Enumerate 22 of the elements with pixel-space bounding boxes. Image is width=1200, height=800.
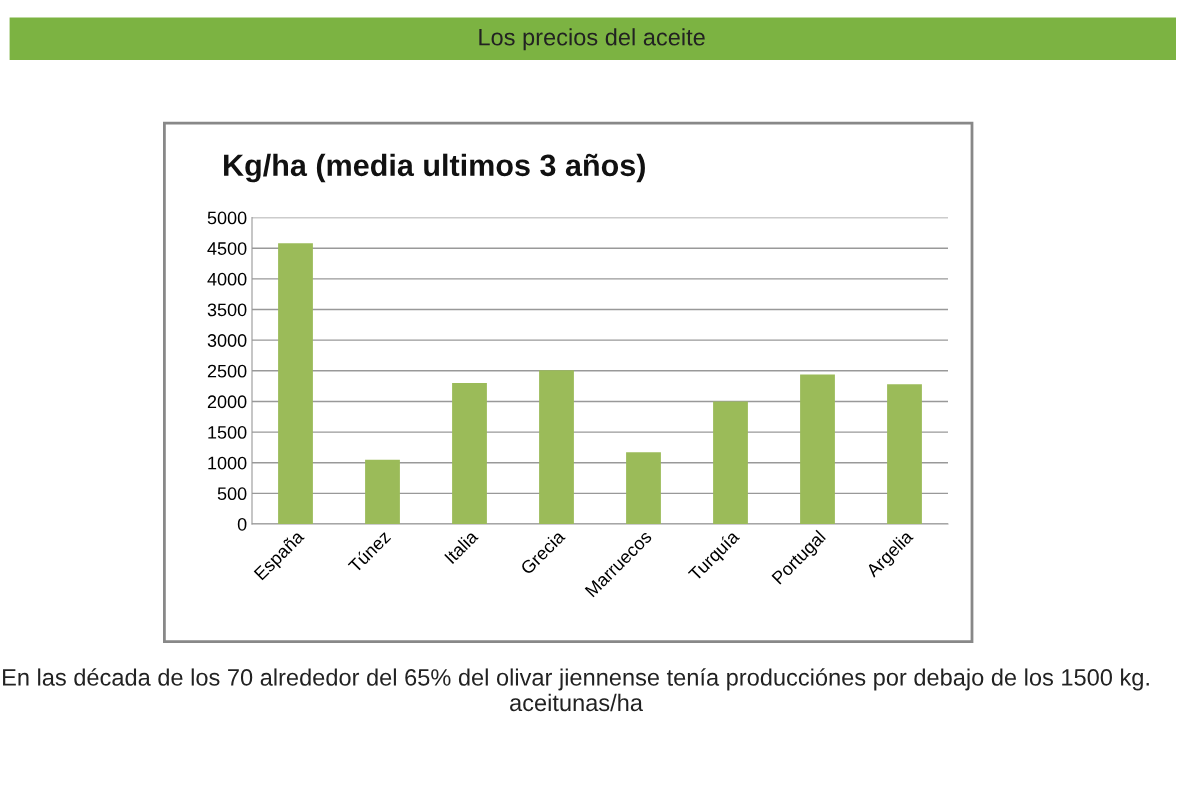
bar [365, 459, 400, 524]
y-tick-label: 4500 [207, 242, 247, 255]
bar [452, 383, 487, 524]
y-tick-label: 500 [217, 487, 247, 501]
y-tick-label: 3500 [207, 303, 247, 317]
bar [800, 374, 835, 524]
y-tick-label: 3000 [207, 334, 247, 347]
y-tick-label: 2000 [207, 395, 247, 409]
y-tick-label: 4000 [207, 272, 247, 286]
y-tick-label: 2500 [207, 364, 247, 378]
text: En las década de los 70 alrededor del 65% del olivar jiennense tenía producciónes por debajo de los 1500 kg. aceitunas/ha [3, 668, 1149, 712]
y-tick-label: 1000 [208, 456, 247, 470]
y-tick-label: 1500 [208, 426, 247, 439]
y-tick-label: 5000 [207, 211, 247, 225]
bar [539, 370, 574, 524]
y-tick-label: 0 [237, 517, 247, 531]
chart-subtitle: Kg/ha (media ultimos 3 años) [224, 153, 645, 183]
bar [626, 452, 661, 524]
bar [278, 243, 313, 524]
bar [887, 384, 922, 524]
chart-title: Los precios del aceite [479, 28, 705, 51]
bar [713, 401, 748, 524]
